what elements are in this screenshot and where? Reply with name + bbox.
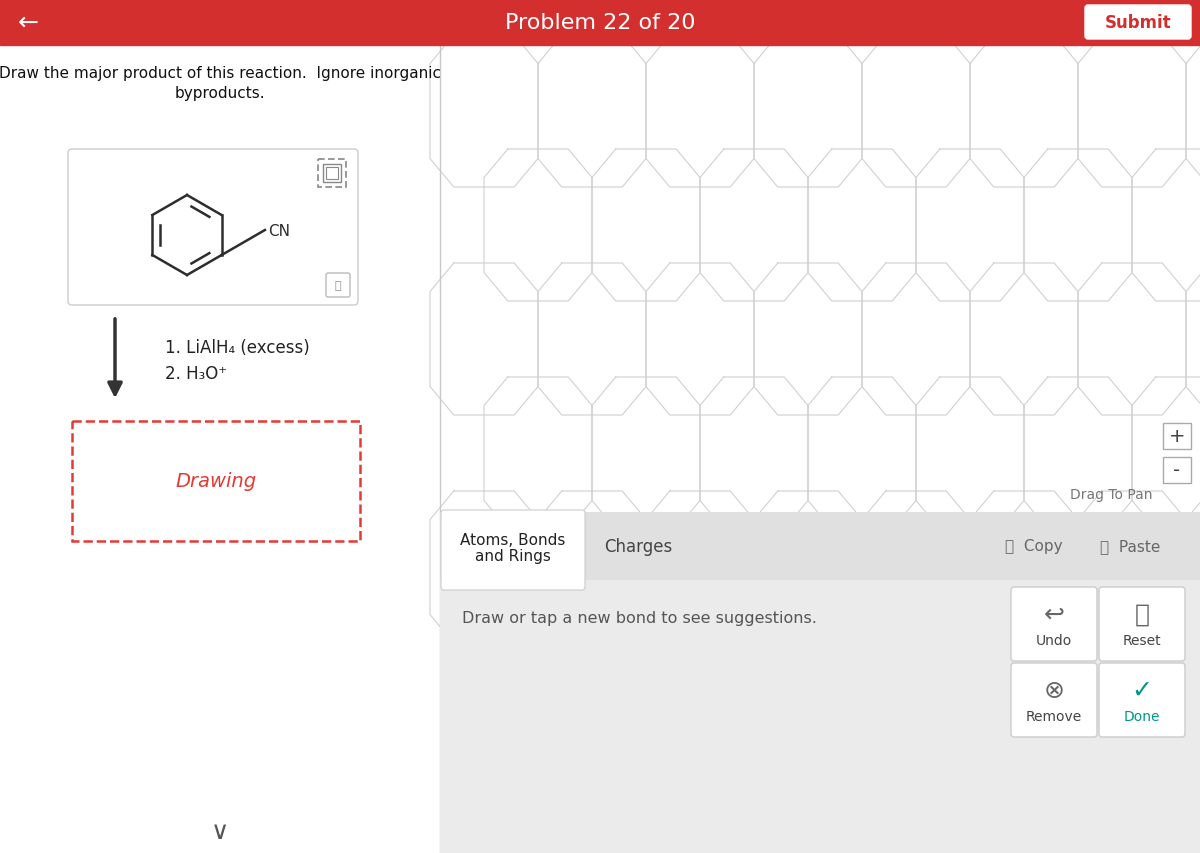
Text: ⬜  Paste: ⬜ Paste <box>1100 539 1160 554</box>
FancyBboxPatch shape <box>1099 588 1186 661</box>
Text: Remove: Remove <box>1026 709 1082 723</box>
Text: 🗑: 🗑 <box>1134 602 1150 626</box>
Text: Drag To Pan: Drag To Pan <box>1069 487 1152 502</box>
FancyBboxPatch shape <box>1010 664 1097 737</box>
Text: 1. LiAlH₄ (excess): 1. LiAlH₄ (excess) <box>166 339 310 357</box>
Text: 2. H₃O⁺: 2. H₃O⁺ <box>166 364 227 382</box>
Text: ⊗: ⊗ <box>1044 678 1064 702</box>
Text: Atoms, Bonds: Atoms, Bonds <box>461 533 565 548</box>
Text: 🔍: 🔍 <box>335 281 341 291</box>
Text: ∨: ∨ <box>211 819 229 843</box>
Text: ⬜  Copy: ⬜ Copy <box>1006 539 1063 554</box>
FancyBboxPatch shape <box>326 274 350 298</box>
Bar <box>0 46 440 853</box>
FancyBboxPatch shape <box>442 510 586 590</box>
FancyBboxPatch shape <box>1085 6 1190 40</box>
Bar <box>0 0 1200 46</box>
FancyBboxPatch shape <box>1010 588 1097 661</box>
Text: Undo: Undo <box>1036 633 1072 647</box>
Text: Submit: Submit <box>1105 14 1171 32</box>
Text: Problem 22 of 20: Problem 22 of 20 <box>505 13 695 33</box>
Text: ↩: ↩ <box>1044 602 1064 626</box>
Text: Done: Done <box>1123 709 1160 723</box>
Text: Draw or tap a new bond to see suggestions.: Draw or tap a new bond to see suggestion… <box>462 611 817 626</box>
Text: and Rings: and Rings <box>475 548 551 564</box>
Text: Draw the major product of this reaction.  Ignore inorganic: Draw the major product of this reaction.… <box>0 66 442 81</box>
Bar <box>440 513 1200 580</box>
Text: byproducts.: byproducts. <box>175 86 265 101</box>
Bar <box>326 168 338 180</box>
Text: +: + <box>1169 427 1186 446</box>
Text: ←: ← <box>18 11 38 35</box>
Text: Drawing: Drawing <box>175 472 257 491</box>
FancyBboxPatch shape <box>1163 457 1190 484</box>
FancyBboxPatch shape <box>68 150 358 305</box>
FancyBboxPatch shape <box>1163 423 1190 450</box>
Text: Charges: Charges <box>604 537 672 555</box>
Bar <box>440 580 1200 853</box>
Bar <box>440 46 1200 513</box>
Text: -: - <box>1174 461 1181 480</box>
Bar <box>323 165 341 183</box>
Bar <box>318 160 346 188</box>
Text: ✓: ✓ <box>1132 678 1152 702</box>
Text: Reset: Reset <box>1123 633 1162 647</box>
Bar <box>72 421 360 542</box>
Text: CN: CN <box>268 223 290 238</box>
FancyBboxPatch shape <box>1099 664 1186 737</box>
